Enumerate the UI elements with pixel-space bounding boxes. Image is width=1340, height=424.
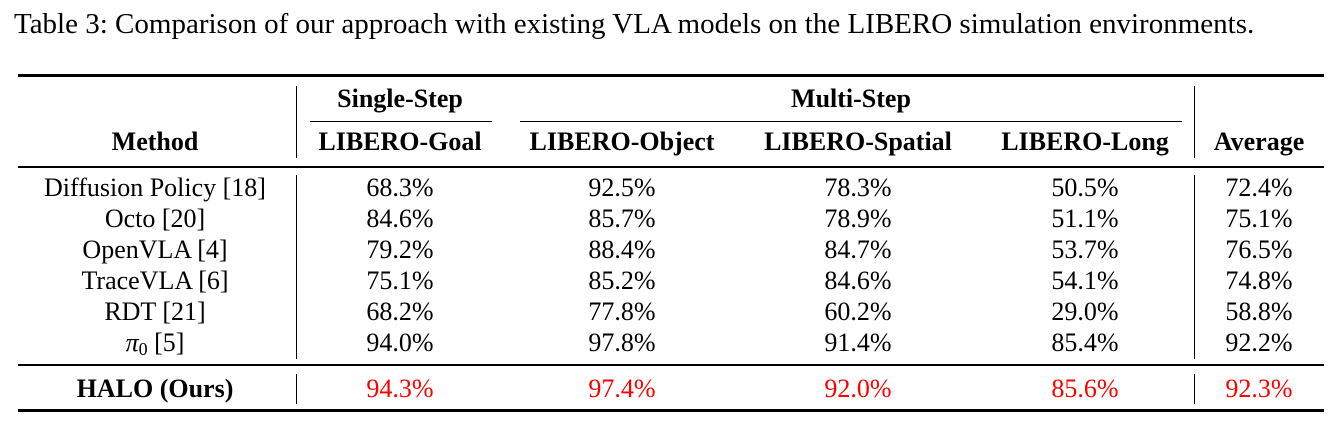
- average-cell: 76.5%: [1225, 235, 1293, 264]
- method-cell: π0 [5]: [20, 328, 290, 364]
- object-cell: 97.8%: [588, 328, 656, 357]
- spatial-cell: 91.4%: [824, 328, 892, 357]
- ours-rule: [18, 364, 1324, 366]
- header-multi-step: Multi-Step: [791, 84, 911, 113]
- ours-object-cell: 97.4%: [588, 374, 656, 403]
- pi-reference: [5]: [147, 328, 185, 357]
- pi-subscript: 0: [138, 339, 148, 359]
- goal-cell: 79.2%: [366, 235, 434, 264]
- header-libero-spatial: LIBERO-Spatial: [764, 127, 952, 156]
- average-cell: 74.8%: [1225, 266, 1293, 295]
- average-cell: 58.8%: [1225, 297, 1293, 326]
- goal-cell: 68.3%: [366, 173, 434, 202]
- spatial-cell: 60.2%: [824, 297, 892, 326]
- average-cell: 75.1%: [1225, 204, 1293, 233]
- method-cell: Octo [20]: [104, 204, 206, 233]
- long-cell: 53.7%: [1051, 235, 1119, 264]
- long-cell: 29.0%: [1051, 297, 1119, 326]
- object-cell: 77.8%: [588, 297, 656, 326]
- average-separator-header: [1194, 86, 1195, 158]
- long-cell: 51.1%: [1051, 204, 1119, 233]
- goal-cell: 84.6%: [366, 204, 434, 233]
- long-cell: 54.1%: [1051, 266, 1119, 295]
- spatial-cell: 78.3%: [824, 173, 892, 202]
- object-cell: 85.7%: [588, 204, 656, 233]
- spatial-cell: 84.6%: [824, 266, 892, 295]
- ours-average-cell: 92.3%: [1225, 374, 1293, 403]
- header-average: Average: [1213, 127, 1305, 156]
- method-separator-body: [296, 175, 297, 359]
- goal-cell: 94.0%: [366, 328, 434, 357]
- average-separator-body: [1194, 175, 1195, 359]
- header-libero-object: LIBERO-Object: [529, 127, 715, 156]
- single-step-cmidrule: [310, 121, 492, 122]
- ours-spatial-cell: 92.0%: [824, 374, 892, 403]
- header-method: Method: [111, 127, 199, 156]
- ours-method-cell: HALO (Ours): [76, 374, 234, 403]
- ours-goal-cell: 94.3%: [366, 374, 434, 403]
- object-cell: 92.5%: [588, 173, 656, 202]
- bottom-rule: [18, 409, 1324, 412]
- header-libero-goal: LIBERO-Goal: [318, 127, 482, 156]
- long-cell: 50.5%: [1051, 173, 1119, 202]
- spatial-cell: 78.9%: [824, 204, 892, 233]
- method-cell: RDT [21]: [104, 297, 206, 326]
- pi-symbol: π: [125, 328, 139, 357]
- method-separator-header: [296, 86, 297, 158]
- method-cell: Diffusion Policy [18]: [44, 173, 266, 202]
- object-cell: 85.2%: [588, 266, 656, 295]
- goal-cell: 68.2%: [366, 297, 434, 326]
- object-cell: 88.4%: [588, 235, 656, 264]
- average-cell: 92.2%: [1225, 328, 1293, 357]
- goal-cell: 75.1%: [366, 266, 434, 295]
- table-caption: Table 3: Comparison of our approach with…: [14, 8, 1255, 40]
- method-cell: OpenVLA [4]: [82, 235, 228, 264]
- header-rule: [18, 166, 1324, 168]
- method-cell: TraceVLA [6]: [81, 266, 229, 295]
- average-separator-ours: [1194, 374, 1195, 404]
- multi-step-cmidrule: [520, 121, 1182, 122]
- header-single-step: Single-Step: [337, 84, 463, 113]
- method-separator-ours: [296, 374, 297, 404]
- ours-long-cell: 85.6%: [1051, 374, 1119, 403]
- spatial-cell: 84.7%: [824, 235, 892, 264]
- average-cell: 72.4%: [1225, 173, 1293, 202]
- top-rule: [18, 74, 1324, 77]
- long-cell: 85.4%: [1051, 328, 1119, 357]
- header-libero-long: LIBERO-Long: [1001, 127, 1169, 156]
